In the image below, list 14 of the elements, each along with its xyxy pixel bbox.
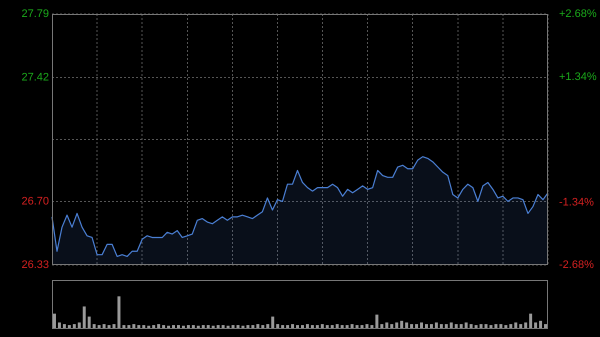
- bar: [117, 296, 120, 329]
- y2-tick-label: -1.34%: [559, 196, 594, 208]
- y-tick-label: 27.79: [21, 8, 49, 20]
- bar: [88, 316, 91, 329]
- bar: [52, 314, 56, 329]
- y-tick-label: 27.42: [21, 72, 49, 84]
- bar: [375, 314, 378, 329]
- y-tick-label: 26.33: [21, 259, 49, 272]
- y2-tick-label: +1.34%: [559, 70, 597, 83]
- bar: [529, 314, 532, 329]
- y2-tick-label: -2.68%: [559, 259, 594, 272]
- y2-tick-label: +2.68%: [559, 8, 597, 20]
- bar: [271, 316, 274, 329]
- y-tick-label: 26.70: [21, 195, 49, 208]
